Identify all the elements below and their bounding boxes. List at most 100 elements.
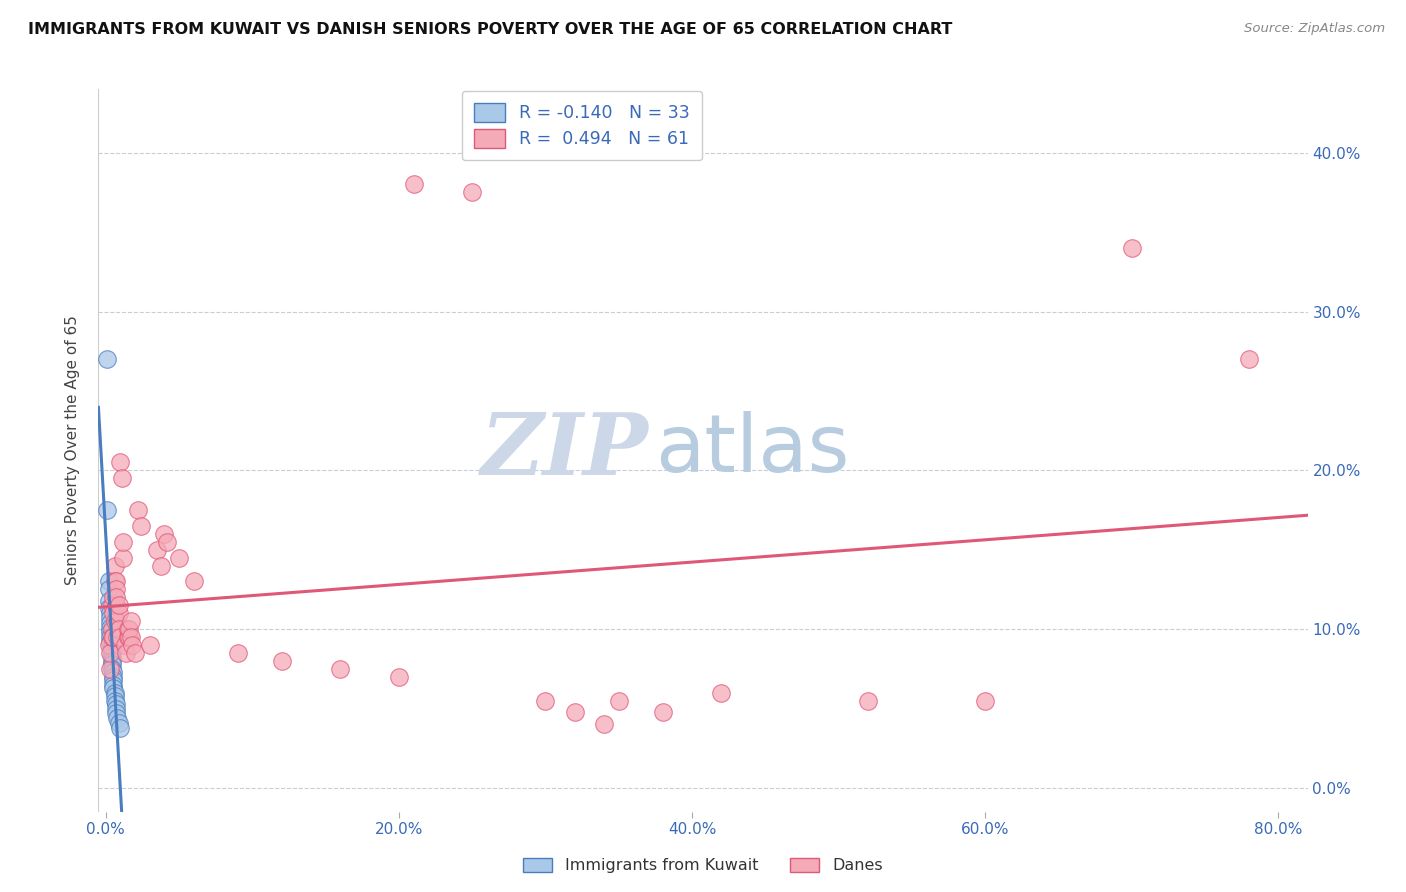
Point <box>1237 352 1260 367</box>
Point <box>100 644 122 658</box>
Point <box>105 697 128 711</box>
Point <box>146 542 169 557</box>
Text: IMMIGRANTS FROM KUWAIT VS DANISH SENIORS POVERTY OVER THE AGE OF 65 CORRELATION : IMMIGRANTS FROM KUWAIT VS DANISH SENIORS… <box>28 22 952 37</box>
Point <box>856 693 879 707</box>
Point <box>129 519 152 533</box>
Point <box>105 706 128 721</box>
Point <box>111 471 134 485</box>
Point <box>103 558 125 573</box>
Point <box>108 622 131 636</box>
Point <box>100 662 122 676</box>
Point <box>118 630 141 644</box>
Point <box>107 630 129 644</box>
Point <box>98 611 121 625</box>
Point <box>105 701 128 715</box>
Point <box>974 693 997 707</box>
Point <box>117 630 139 644</box>
Point <box>1121 241 1143 255</box>
Point <box>534 693 557 707</box>
Point <box>138 638 160 652</box>
Point <box>100 640 122 654</box>
Point <box>651 705 673 719</box>
Point <box>127 503 149 517</box>
Point <box>100 622 122 636</box>
Legend: R = -0.140   N = 33, R =  0.494   N = 61: R = -0.140 N = 33, R = 0.494 N = 61 <box>463 91 702 161</box>
Point <box>183 574 205 589</box>
Point <box>105 574 128 589</box>
Legend: Immigrants from Kuwait, Danes: Immigrants from Kuwait, Danes <box>517 851 889 880</box>
Point <box>107 614 129 628</box>
Point <box>101 673 124 687</box>
Point <box>103 685 125 699</box>
Point <box>98 615 121 630</box>
Point <box>100 649 122 664</box>
Point <box>329 662 352 676</box>
Point <box>96 352 118 367</box>
Point <box>710 685 733 699</box>
Point <box>101 681 124 695</box>
Point <box>97 593 120 607</box>
Point <box>120 614 142 628</box>
Point <box>101 591 124 605</box>
Point <box>110 455 132 469</box>
Text: atlas: atlas <box>655 411 849 490</box>
Point <box>112 550 135 565</box>
Point <box>117 622 139 636</box>
Point <box>101 670 124 684</box>
Point <box>105 599 128 613</box>
Point <box>226 646 249 660</box>
Point <box>105 591 128 605</box>
Point <box>607 693 630 707</box>
Point <box>388 670 411 684</box>
Point <box>100 657 122 671</box>
Point <box>98 635 121 649</box>
Point <box>101 630 124 644</box>
Point <box>103 689 125 703</box>
Point <box>100 599 122 613</box>
Point <box>150 558 173 573</box>
Point <box>97 582 120 597</box>
Point <box>402 178 425 192</box>
Point <box>167 550 190 565</box>
Point <box>97 638 120 652</box>
Point <box>108 606 131 620</box>
Point <box>103 693 125 707</box>
Point <box>97 574 120 589</box>
Point <box>115 646 138 660</box>
Point <box>105 582 128 597</box>
Point <box>112 534 135 549</box>
Point <box>100 630 122 644</box>
Point <box>118 622 141 636</box>
Point <box>156 534 179 549</box>
Y-axis label: Seniors Poverty Over the Age of 65: Seniors Poverty Over the Age of 65 <box>65 316 80 585</box>
Point <box>108 599 131 613</box>
Point <box>107 711 129 725</box>
Point <box>564 705 586 719</box>
Point <box>103 574 125 589</box>
Point <box>98 646 121 660</box>
Point <box>121 638 143 652</box>
Point <box>108 715 131 730</box>
Point <box>124 646 146 660</box>
Point <box>101 678 124 692</box>
Point <box>593 717 616 731</box>
Point <box>270 654 292 668</box>
Point <box>101 606 124 620</box>
Point <box>96 503 118 517</box>
Point <box>153 526 176 541</box>
Point <box>97 601 120 615</box>
Point <box>110 721 132 735</box>
Point <box>461 186 484 200</box>
Point <box>98 625 121 640</box>
Point <box>120 630 142 644</box>
Point <box>98 630 121 644</box>
Point <box>98 620 121 634</box>
Point <box>98 606 121 620</box>
Text: ZIP: ZIP <box>481 409 648 492</box>
Point <box>100 654 122 668</box>
Point <box>110 630 132 644</box>
Point <box>98 662 121 676</box>
Text: Source: ZipAtlas.com: Source: ZipAtlas.com <box>1244 22 1385 36</box>
Point <box>103 614 125 628</box>
Point <box>101 665 124 679</box>
